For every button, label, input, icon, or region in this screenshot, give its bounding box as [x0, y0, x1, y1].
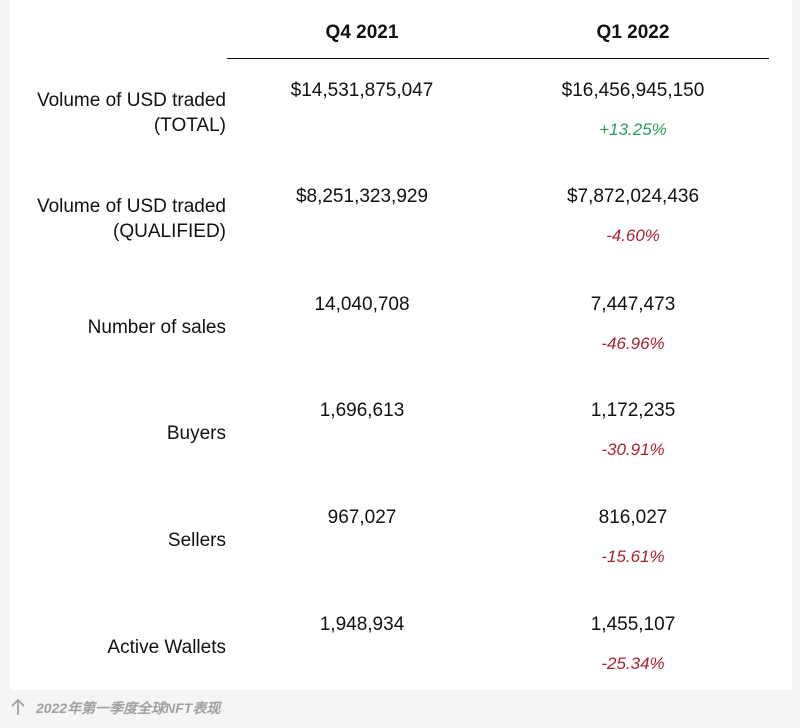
nft-stats-table: Q4 2021 Q1 2022 Volume of USD traded (TOT… [10, 0, 792, 690]
row-label: Buyers [10, 421, 226, 446]
row-label-line: (QUALIFIED) [113, 221, 226, 242]
header-divider [227, 58, 769, 59]
change-percent: -46.96% [601, 334, 665, 353]
arrow-up-icon [11, 698, 25, 715]
row-label-line: Sellers [167, 530, 226, 551]
row-label: Volume of USD traded (TOTAL) [10, 88, 226, 138]
row-label-line: Number of sales [87, 317, 226, 338]
row-label-line: Volume of USD traded [36, 90, 226, 111]
cell-q1-2022: 1,172,235 [590, 400, 676, 421]
image-caption: 2022年第一季度全球NFT表现 [10, 698, 220, 718]
row-label-line: Active Wallets [107, 637, 226, 658]
cell-q1-2022: 816,027 [598, 507, 668, 528]
cell-q1-2022: 1,455,107 [590, 614, 676, 635]
row-label: Active Wallets [10, 635, 226, 660]
cell-q1-2022: $16,456,945,150 [561, 80, 705, 101]
change-percent: -25.34% [601, 654, 665, 673]
cell-q4-2021: 14,040,708 [314, 294, 410, 315]
change-percent: -4.60% [606, 226, 660, 245]
cell-q4-2021: $14,531,875,047 [290, 80, 434, 101]
cell-q4-2021: 1,948,934 [319, 614, 405, 635]
change-percent: +13.25% [599, 120, 667, 139]
row-label-line: (TOTAL) [153, 115, 226, 136]
cell-q1-2022: $7,872,024,436 [566, 186, 700, 207]
row-label-line: Volume of USD traded [36, 196, 226, 217]
cell-q4-2021: 1,696,613 [319, 400, 405, 421]
row-label: Number of sales [10, 315, 226, 340]
row-label-line: Buyers [166, 423, 226, 444]
cell-q1-2022: 7,447,473 [590, 294, 676, 315]
cell-q4-2021: 967,027 [327, 507, 397, 528]
row-label: Volume of USD traded (QUALIFIED) [10, 194, 226, 244]
row-label: Sellers [10, 528, 226, 553]
change-percent: -30.91% [601, 440, 665, 459]
change-percent: -15.61% [601, 547, 665, 566]
column-header-q4-2021: Q4 2021 [325, 22, 399, 43]
cell-q4-2021: $8,251,323,929 [295, 186, 429, 207]
column-header-q1-2022: Q1 2022 [596, 22, 670, 43]
caption-text: 2022年第一季度全球NFT表现 [36, 700, 221, 716]
